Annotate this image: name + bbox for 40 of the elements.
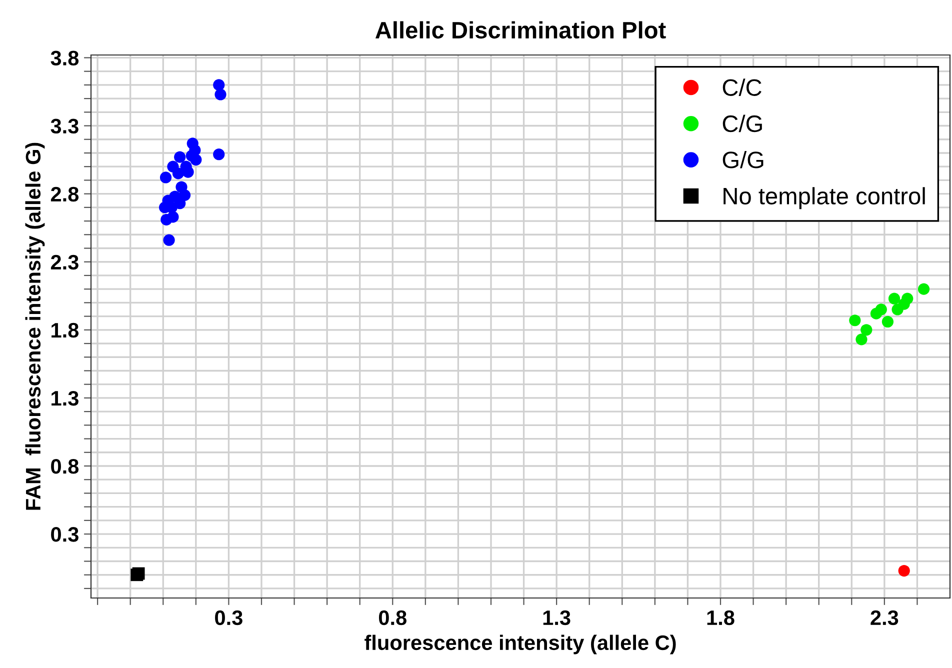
y-tick-label: 2.8 (50, 186, 79, 202)
x-axis-title: fluorescence intensity (allele C) (364, 634, 676, 654)
y-tick-label: 1.3 (52, 390, 78, 406)
point (213, 148, 225, 160)
legend-label: C/C (722, 78, 762, 96)
x-tick-label: 2.3 (870, 610, 898, 626)
y-axis-title: FAM fluorescence intensity (allele G) (25, 142, 45, 510)
point (888, 292, 900, 304)
legend-label: C/G (722, 114, 762, 132)
legend-label: No template control (724, 187, 925, 210)
x-tick-label: 1.3 (543, 610, 570, 626)
x-tick-label: 0.3 (215, 610, 242, 626)
point (213, 79, 225, 91)
point (875, 304, 887, 316)
point (898, 564, 910, 577)
y-tick-label: 1.8 (52, 322, 79, 338)
point (918, 283, 930, 295)
x-tick-label: 1.8 (707, 610, 734, 626)
point (174, 151, 186, 163)
y-tick-label: 0.3 (51, 527, 78, 542)
y-tick-label: 3.3 (50, 118, 78, 134)
point (882, 316, 894, 328)
point (169, 190, 181, 202)
y-tick-label: 2.3 (50, 254, 78, 270)
point (860, 324, 872, 336)
x-tick-label: 0.8 (378, 610, 406, 626)
point (176, 181, 188, 193)
point (856, 334, 868, 346)
point (167, 211, 179, 223)
point (172, 168, 184, 180)
y-tick-label: 3.8 (50, 50, 79, 66)
point (160, 172, 172, 184)
point (214, 88, 226, 100)
point (902, 292, 914, 304)
point (849, 314, 861, 326)
legend-label: G/G (722, 150, 764, 168)
point (163, 234, 175, 246)
y-tick-label: 0.8 (51, 458, 79, 474)
point (182, 166, 194, 178)
chart-title: Allelic Discrimination Plot (375, 21, 666, 39)
